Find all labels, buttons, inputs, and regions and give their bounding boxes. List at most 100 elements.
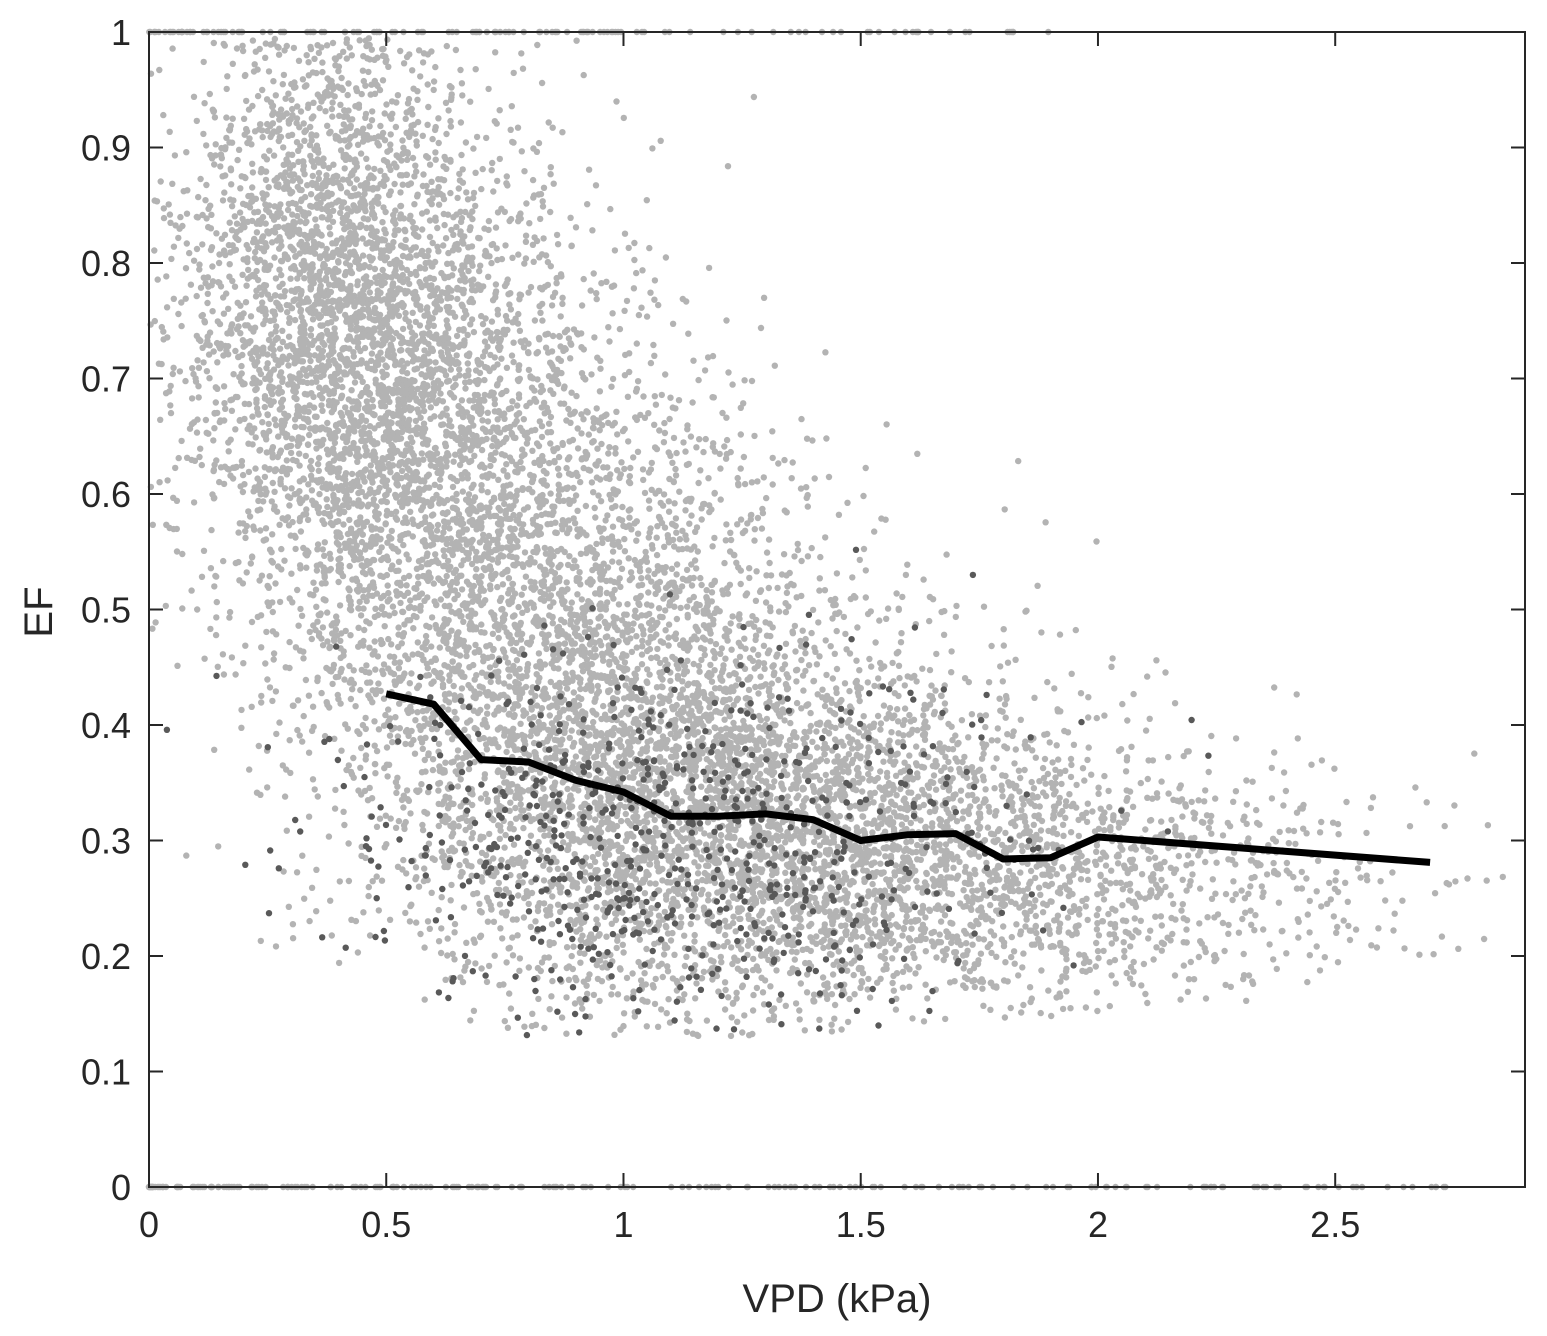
scatter-point: [338, 412, 346, 420]
scatter-point: [525, 289, 532, 296]
scatter-point: [360, 437, 367, 444]
scatter-point: [469, 439, 477, 447]
scatter-point: [307, 457, 315, 465]
scatter-point: [485, 273, 492, 280]
scatter-point: [337, 301, 345, 309]
scatter-point: [249, 37, 257, 44]
scatter-point: [416, 322, 424, 329]
scatter-point: [391, 361, 399, 369]
scatter-point: [303, 52, 310, 59]
scatter-point: [331, 805, 339, 812]
scatter-point: [537, 388, 544, 396]
scatter-point: [356, 550, 364, 557]
scatter-point: [297, 605, 304, 613]
scatter-point: [346, 679, 353, 686]
scatter-point: [320, 260, 327, 268]
scatter-point: [182, 265, 190, 272]
scatter-point: [254, 409, 261, 416]
scatter-point: [360, 563, 367, 570]
scatter-point: [319, 395, 326, 402]
scatter-point: [254, 92, 262, 100]
scatter-point: [539, 317, 546, 324]
scatter-point: [402, 228, 409, 235]
scatter-point: [366, 559, 373, 567]
scatter-point: [379, 77, 387, 84]
scatter-point: [318, 322, 325, 329]
scatter-point: [424, 81, 431, 88]
scatter-point: [291, 316, 299, 324]
scatter-point: [369, 340, 377, 347]
scatter-point: [440, 421, 447, 428]
scatter-point: [611, 247, 619, 254]
scatter-point: [271, 254, 278, 261]
scatter-point: [327, 231, 334, 238]
scatter-point: [244, 258, 251, 266]
scatter-point: [425, 397, 433, 404]
scatter-point: [307, 463, 314, 471]
scatter-point: [337, 394, 345, 402]
scatter-point: [391, 678, 398, 685]
scatter-point: [387, 166, 394, 174]
scatter-point: [509, 254, 516, 261]
scatter-point: [356, 37, 363, 44]
scatter-point: [264, 127, 271, 135]
scatter-point: [328, 177, 335, 184]
scatter-point: [286, 315, 293, 322]
scatter-point: [427, 462, 435, 469]
scatter-point: [459, 166, 466, 173]
scatter-point: [390, 217, 398, 225]
scatter-point: [522, 573, 530, 580]
scatter-point: [378, 603, 386, 610]
scatter-point: [335, 695, 342, 703]
scatter-point: [259, 234, 266, 241]
scatter-point: [243, 522, 250, 530]
scatter-point: [182, 377, 189, 385]
scatter-point: [421, 944, 428, 951]
scatter-point: [478, 404, 485, 412]
scatter-point: [518, 50, 525, 57]
scatter-point: [368, 117, 376, 124]
scatter-point: [514, 376, 522, 383]
scatter-point: [251, 209, 258, 216]
scatter-point: [197, 284, 205, 291]
scatter-point: [266, 372, 273, 379]
scatter-point: [332, 240, 339, 247]
scatter-point: [402, 289, 410, 296]
scatter-point: [404, 489, 411, 496]
scatter-point: [319, 517, 326, 524]
scatter-point: [368, 257, 375, 264]
scatter-point: [417, 73, 424, 80]
scatter-point: [535, 139, 543, 147]
scatter-point: [214, 359, 221, 366]
scatter-point: [368, 350, 376, 357]
scatter-point: [247, 313, 255, 320]
scatter-point: [304, 391, 311, 398]
scatter-point: [407, 130, 414, 138]
scatter-point: [388, 388, 396, 395]
scatter-point: [294, 490, 301, 497]
scatter-point: [458, 562, 465, 569]
scatter-point: [190, 93, 198, 101]
scatter-point: [262, 311, 269, 319]
scatter-point: [563, 464, 570, 472]
scatter-point: [197, 175, 204, 183]
scatter-point: [198, 573, 206, 580]
scatter-point: [360, 523, 367, 530]
scatter-point: [305, 59, 312, 66]
scatter-point: [377, 167, 384, 174]
scatter-point: [358, 744, 365, 752]
scatter-point: [353, 319, 360, 326]
scatter-point: [524, 660, 532, 668]
scatter-point: [481, 391, 488, 399]
scatter-point: [547, 263, 554, 270]
scatter-point: [407, 434, 414, 441]
scatter-point: [326, 513, 334, 520]
scatter-point: [368, 232, 376, 239]
scatter-point: [388, 274, 395, 281]
scatter-point: [323, 42, 331, 49]
scatter-point: [383, 571, 391, 579]
scatter-point: [419, 59, 427, 66]
scatter-point: [269, 391, 276, 398]
scatter-point: [649, 145, 656, 152]
scatter-point: [539, 203, 547, 210]
